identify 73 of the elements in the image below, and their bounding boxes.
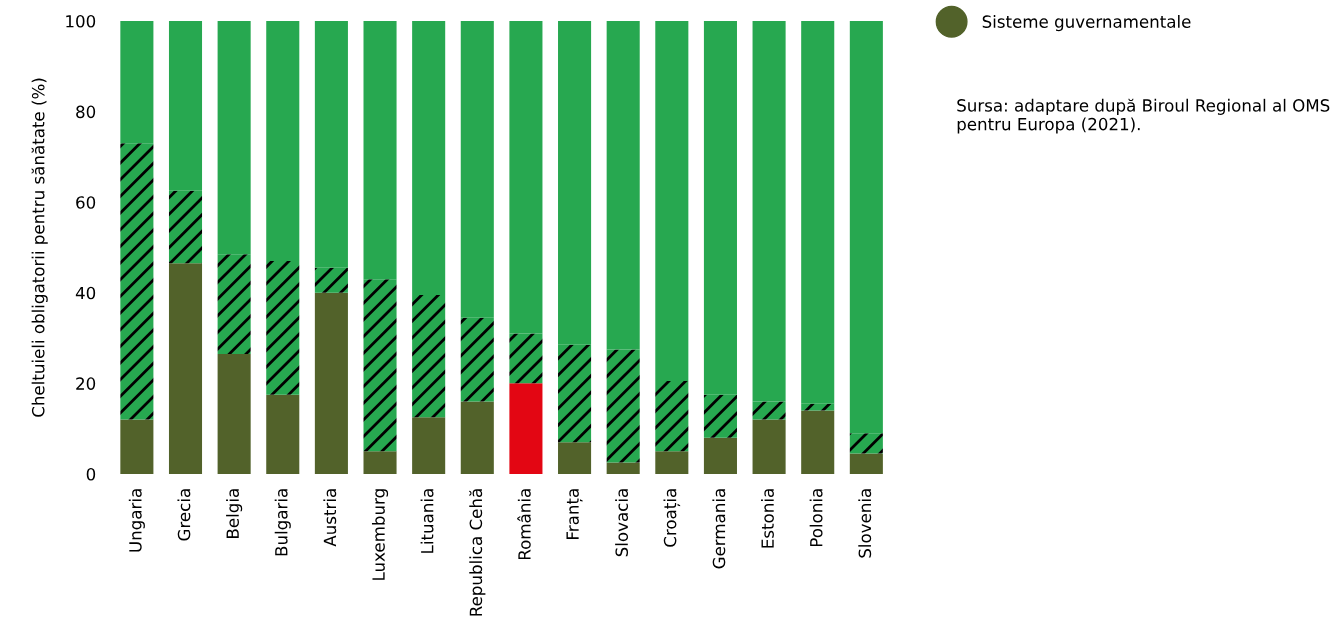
bar: [363, 279, 397, 452]
legend-label: Sisteme guvernamentale: [982, 15, 1191, 32]
bar: [703, 21, 737, 395]
bar: [655, 381, 689, 452]
bar: [752, 21, 786, 402]
bar: [314, 21, 348, 268]
y-tick-label: 40: [75, 286, 96, 300]
bar: [120, 419, 154, 474]
text: Sursa: adaptare după Biroul Regional al OMS pentru Europa (2021).: [957, 98, 1330, 134]
x-tick-label: Franța: [566, 489, 583, 539]
x-tick-label: Bulgaria: [274, 489, 291, 556]
bar: [460, 21, 494, 318]
y-tick-label: 20: [76, 377, 96, 390]
y-axis-title: Cheltuieli obligatorii pentru sănătate (%): [31, 78, 48, 417]
x-tick-label: Slovenia: [858, 489, 872, 558]
y-tick-label: 100: [66, 14, 96, 28]
bar: [460, 317, 494, 402]
bar: [120, 143, 154, 420]
bar: [509, 383, 543, 474]
bar: [120, 21, 154, 144]
bar: [655, 21, 689, 382]
x-tick-label: Estonia: [761, 489, 774, 548]
bar: [558, 344, 592, 443]
bar: [703, 394, 737, 438]
bar: [168, 263, 203, 474]
bar: [168, 21, 203, 191]
x-tick-label: Belgia: [226, 489, 243, 538]
bar: [849, 21, 883, 434]
bar: [606, 349, 640, 463]
x-tick-label: Ungaria: [128, 489, 145, 552]
x-tick-label: Germania: [712, 489, 726, 569]
bar: [849, 433, 883, 454]
bar: [558, 21, 592, 345]
bar: [266, 21, 300, 262]
x-tick-label: Croația: [663, 489, 681, 547]
bar: [363, 451, 397, 474]
bar: [849, 453, 883, 474]
bar: [606, 462, 640, 474]
x-tick-label: Austria: [323, 489, 337, 547]
bar: [655, 451, 689, 474]
bar: [509, 333, 543, 384]
bar: [703, 437, 737, 474]
x-tick-label: Grecia: [177, 489, 191, 541]
bar: [606, 21, 640, 350]
x-tick-label: Republica Cehă: [469, 489, 486, 616]
bar: [314, 267, 348, 293]
bar: [168, 190, 203, 264]
bar: [217, 21, 251, 255]
bar: [801, 21, 835, 404]
bar: [314, 292, 348, 474]
bar: [266, 394, 300, 474]
y-tick-label: 0: [86, 467, 96, 481]
bar: [460, 401, 494, 474]
x-tick-label: Polonia: [809, 489, 823, 547]
x-tick-label: România: [517, 489, 531, 560]
bar: [509, 21, 543, 334]
bar: [363, 21, 397, 280]
bar: [412, 295, 446, 418]
y-tick-label: 60: [76, 196, 96, 209]
x-tick-label: Lituania: [420, 489, 434, 553]
y-tick-label: 80: [76, 105, 96, 119]
x-tick-label: Luxemburg: [371, 489, 389, 580]
bar: [752, 419, 786, 474]
bar: [801, 410, 835, 474]
bar: [412, 21, 446, 296]
bar: [217, 254, 251, 354]
bar: [266, 261, 300, 395]
bar: [558, 442, 592, 474]
bar: [801, 403, 835, 411]
bar: [412, 417, 446, 474]
bar: [752, 401, 786, 420]
bar: [217, 353, 251, 474]
x-tick-label: Slovacia: [615, 489, 629, 557]
